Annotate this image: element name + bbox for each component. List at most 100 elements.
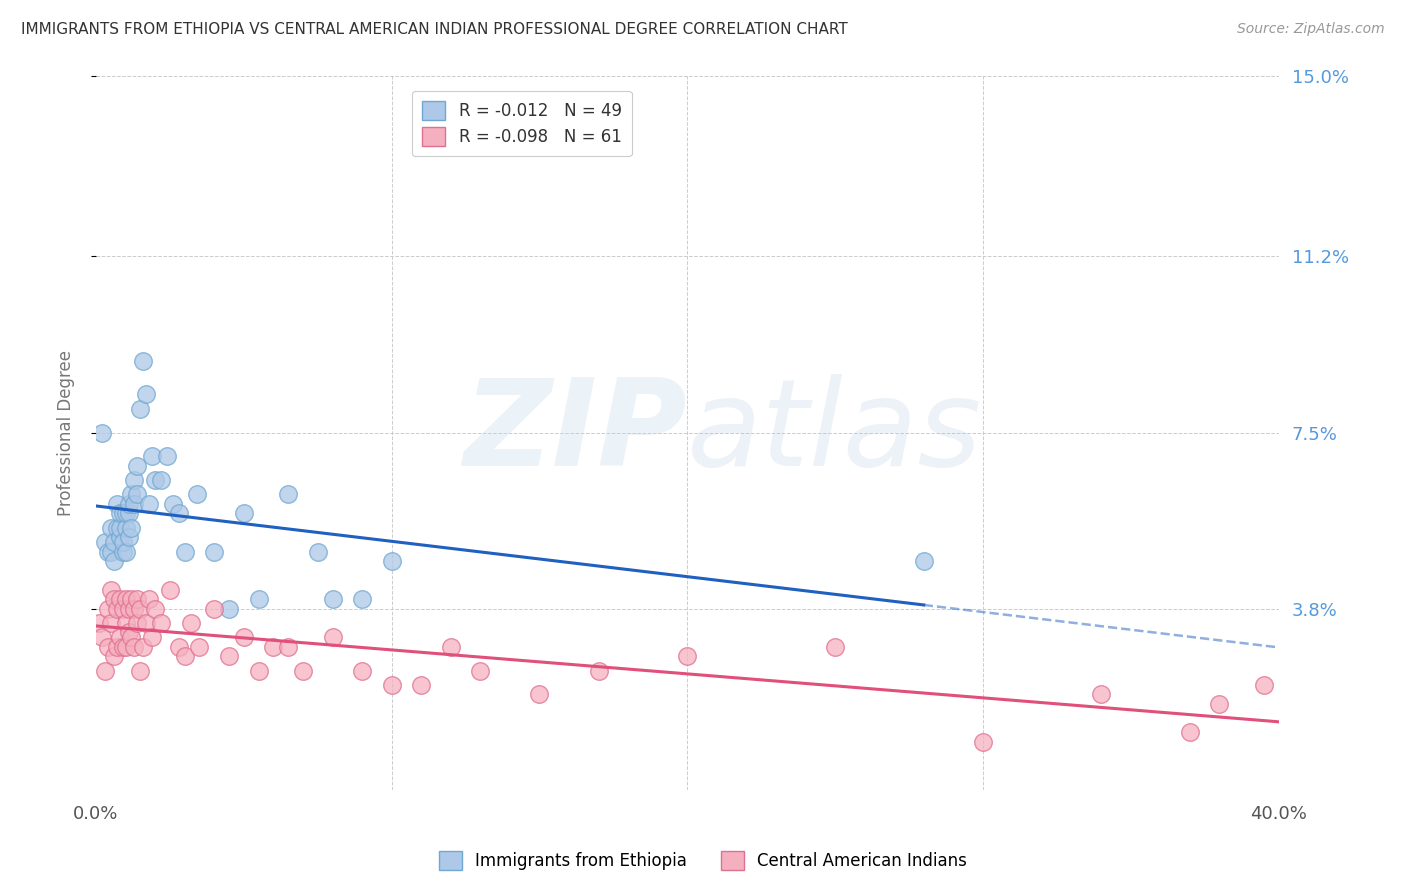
Point xyxy=(94,664,117,678)
Point xyxy=(262,640,284,654)
Point xyxy=(111,507,134,521)
Point xyxy=(173,649,195,664)
Point xyxy=(87,615,110,630)
Point xyxy=(117,507,139,521)
Point xyxy=(121,592,143,607)
Point xyxy=(150,615,173,630)
Point xyxy=(202,544,225,558)
Point xyxy=(105,601,128,615)
Point xyxy=(277,487,299,501)
Point xyxy=(156,450,179,464)
Point xyxy=(129,401,152,416)
Legend: Immigrants from Ethiopia, Central American Indians: Immigrants from Ethiopia, Central Americ… xyxy=(432,844,974,877)
Text: Source: ZipAtlas.com: Source: ZipAtlas.com xyxy=(1237,22,1385,37)
Point xyxy=(321,592,343,607)
Point xyxy=(129,601,152,615)
Point xyxy=(111,601,134,615)
Point xyxy=(114,592,136,607)
Point xyxy=(121,630,143,644)
Point xyxy=(114,615,136,630)
Point xyxy=(824,640,846,654)
Point xyxy=(141,630,163,644)
Point xyxy=(150,473,173,487)
Point xyxy=(135,387,157,401)
Point xyxy=(108,521,131,535)
Point xyxy=(218,649,240,664)
Point xyxy=(232,630,254,644)
Point xyxy=(138,497,160,511)
Point xyxy=(132,640,155,654)
Point xyxy=(1253,678,1275,692)
Point xyxy=(105,497,128,511)
Point xyxy=(188,640,211,654)
Point xyxy=(127,487,149,501)
Point xyxy=(121,521,143,535)
Point xyxy=(100,544,122,558)
Point xyxy=(321,630,343,644)
Point xyxy=(352,592,374,607)
Point xyxy=(127,592,149,607)
Point xyxy=(97,640,120,654)
Point xyxy=(972,735,994,749)
Point xyxy=(103,535,125,549)
Point xyxy=(103,592,125,607)
Point xyxy=(186,487,208,501)
Point xyxy=(117,601,139,615)
Point xyxy=(159,582,181,597)
Point xyxy=(108,592,131,607)
Point xyxy=(470,664,492,678)
Point xyxy=(1090,687,1112,701)
Point xyxy=(97,601,120,615)
Point xyxy=(588,664,610,678)
Point xyxy=(307,544,329,558)
Text: IMMIGRANTS FROM ETHIOPIA VS CENTRAL AMERICAN INDIAN PROFESSIONAL DEGREE CORRELAT: IMMIGRANTS FROM ETHIOPIA VS CENTRAL AMER… xyxy=(21,22,848,37)
Point xyxy=(103,649,125,664)
Point xyxy=(440,640,463,654)
Point xyxy=(105,521,128,535)
Point xyxy=(100,615,122,630)
Legend: R = -0.012   N = 49, R = -0.098   N = 61: R = -0.012 N = 49, R = -0.098 N = 61 xyxy=(412,91,631,156)
Point xyxy=(90,425,112,440)
Point xyxy=(138,592,160,607)
Point xyxy=(167,640,190,654)
Point xyxy=(141,450,163,464)
Point xyxy=(108,530,131,544)
Point xyxy=(117,497,139,511)
Point xyxy=(129,664,152,678)
Point xyxy=(173,544,195,558)
Point xyxy=(247,592,270,607)
Point xyxy=(97,544,120,558)
Point xyxy=(90,630,112,644)
Point xyxy=(100,582,122,597)
Point xyxy=(247,664,270,678)
Point xyxy=(529,687,551,701)
Point xyxy=(124,601,146,615)
Point xyxy=(127,615,149,630)
Point xyxy=(124,473,146,487)
Point xyxy=(232,507,254,521)
Point xyxy=(381,678,404,692)
Point xyxy=(114,544,136,558)
Point xyxy=(277,640,299,654)
Point xyxy=(124,497,146,511)
Point xyxy=(143,601,166,615)
Point xyxy=(180,615,202,630)
Point xyxy=(114,640,136,654)
Point xyxy=(103,554,125,568)
Point xyxy=(127,458,149,473)
Point xyxy=(121,487,143,501)
Point xyxy=(111,535,134,549)
Point xyxy=(108,507,131,521)
Point xyxy=(676,649,699,664)
Point xyxy=(135,615,157,630)
Point xyxy=(111,640,134,654)
Point xyxy=(912,554,935,568)
Text: atlas: atlas xyxy=(688,374,983,491)
Point xyxy=(94,535,117,549)
Point xyxy=(352,664,374,678)
Point xyxy=(132,354,155,368)
Point xyxy=(114,521,136,535)
Point xyxy=(381,554,404,568)
Point xyxy=(100,521,122,535)
Y-axis label: Professional Degree: Professional Degree xyxy=(58,350,75,516)
